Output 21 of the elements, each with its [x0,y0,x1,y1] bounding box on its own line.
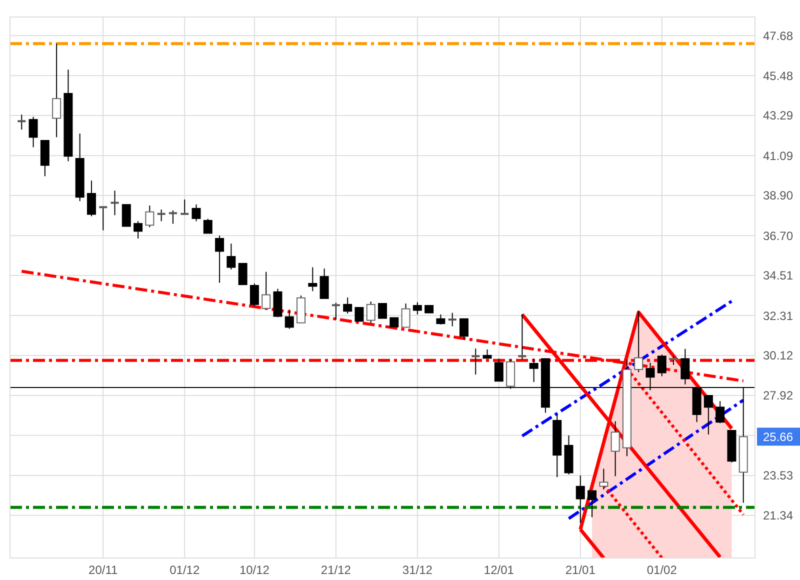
y-tick-label: 45.48 [763,68,794,83]
x-tick-label: 01/12 [170,563,200,577]
y-tick-label: 47.68 [763,28,794,43]
x-tick-label: 20/11 [88,563,118,577]
x-tick-label: 31/12 [402,563,433,577]
y-tick-label: 27.92 [763,388,794,403]
x-tick-label: 21/12 [320,563,352,577]
y-tick-label: 41.09 [763,148,794,163]
y-tick-label: 30.12 [763,348,794,363]
y-tick-label: 36.70 [763,228,794,243]
y-tick-label: 43.29 [763,108,794,123]
y-tick-label: 32.31 [763,308,794,323]
y-tick-label: 23.53 [763,468,794,483]
y-tick-label: 34.51 [763,268,794,283]
x-tick-label: 01/02 [646,563,678,577]
x-tick-label: 21/01 [565,563,596,577]
x-tick-label: 10/12 [239,563,270,577]
x-tick-label: 12/01 [484,563,514,577]
y-tick-label: 38.90 [763,188,794,203]
y-tick-label: 21.34 [763,508,794,523]
annotation: 25.66 [763,430,794,444]
